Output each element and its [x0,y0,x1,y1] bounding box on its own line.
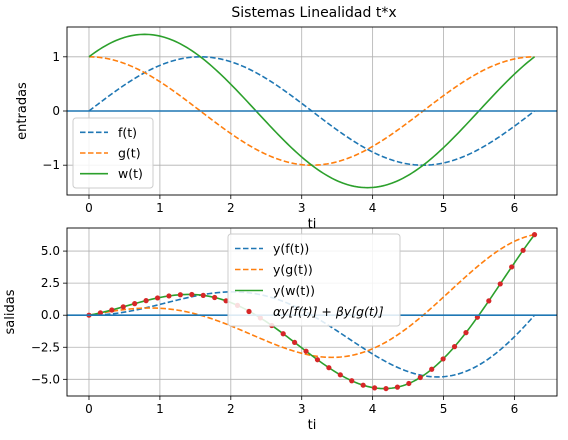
data-point [463,330,469,336]
y-tick-label: 0.0 [41,308,60,322]
data-point [314,357,321,363]
data-point [383,385,389,392]
data-point [406,380,412,387]
data-point [109,307,115,313]
y-tick-label: −1 [42,158,60,172]
data-point [531,232,538,238]
y-axis-label: salidas [3,289,18,334]
x-tick-label: 4 [369,402,377,416]
x-tick-label: 1 [156,201,164,215]
data-point [486,298,492,304]
chart-title: Sistemas Linealidad t*x [231,5,396,21]
bottom-plot: 0 1 2 3 4 5 6 −5.0 −2.5 0.0 2.5 5.0 ti salidas y(f(t))… [3,227,558,433]
data-point [177,292,183,298]
x-tick-label: 3 [298,201,306,215]
data-point [154,295,161,301]
legend-label: y(w(t)) [273,283,315,298]
legend-label: f(t) [118,125,137,140]
data-point [349,378,355,384]
data-point [223,298,229,304]
x-tick-label: 2 [227,402,235,416]
data-point [166,293,172,299]
legend-label: y(f(t)) [273,241,309,256]
x-tick-label: 0 [85,201,93,215]
data-point [417,374,423,381]
x-tick-label: 1 [156,402,164,416]
legend: f(t) g(t) w(t) [72,117,154,189]
x-axis-label: ti [308,217,317,232]
x-tick-label: 6 [511,201,519,215]
legend-marker [246,308,252,315]
y-tick-label: 5.0 [41,244,60,258]
series-line [88,33,536,189]
data-point [132,301,138,307]
y-axis-label: entradas [15,82,30,140]
data-point [280,331,286,337]
data-point [451,344,458,350]
y-tick-label: −2.5 [31,340,60,354]
x-tick-label: 4 [369,201,377,215]
axes-frame [66,227,558,397]
data-point [360,382,366,388]
y-tick-label: −5.0 [31,372,60,386]
x-tick-label: 5 [440,201,448,215]
x-tick-label: 6 [511,402,519,416]
y-tick-label: 1 [52,50,60,64]
data-point [326,365,332,371]
data-point [189,291,195,298]
legend: y(f(t)) y(g(t)) y(w(t)) αy[f(t)] + βy[g(t)] [227,233,401,327]
data-point [120,304,126,310]
data-point [292,339,298,346]
data-point [497,281,503,287]
data-point [429,366,435,372]
series-line [88,234,536,390]
y-tick-label: 0 [52,104,60,118]
data-point [394,384,401,390]
legend-label: y(g(t)) [273,262,313,277]
top-plot: 0 1 2 3 4 5 6 −1 0 1 ti entradas f(t) g(t) w(t) [15,26,558,232]
legend-label: αy[f(t)] + βy[g(t)] [273,304,384,319]
data-point [212,294,218,301]
x-tick-label: 2 [227,201,235,215]
data-point [440,356,446,362]
legend-label: g(t) [118,146,141,161]
data-point [337,372,343,378]
data-point [200,292,206,298]
data-point [371,385,378,391]
series-line [88,233,535,359]
x-tick-label: 3 [298,402,306,416]
legend-label: w(t) [118,166,143,181]
y-tick-label: 2.5 [41,276,60,290]
x-tick-label: 5 [440,402,448,416]
x-tick-label: 0 [85,402,93,416]
data-point [143,297,149,304]
x-axis-label: ti [308,418,317,433]
data-point [520,247,526,253]
data-point [303,348,309,354]
data-point [509,264,515,270]
data-point [97,310,104,316]
